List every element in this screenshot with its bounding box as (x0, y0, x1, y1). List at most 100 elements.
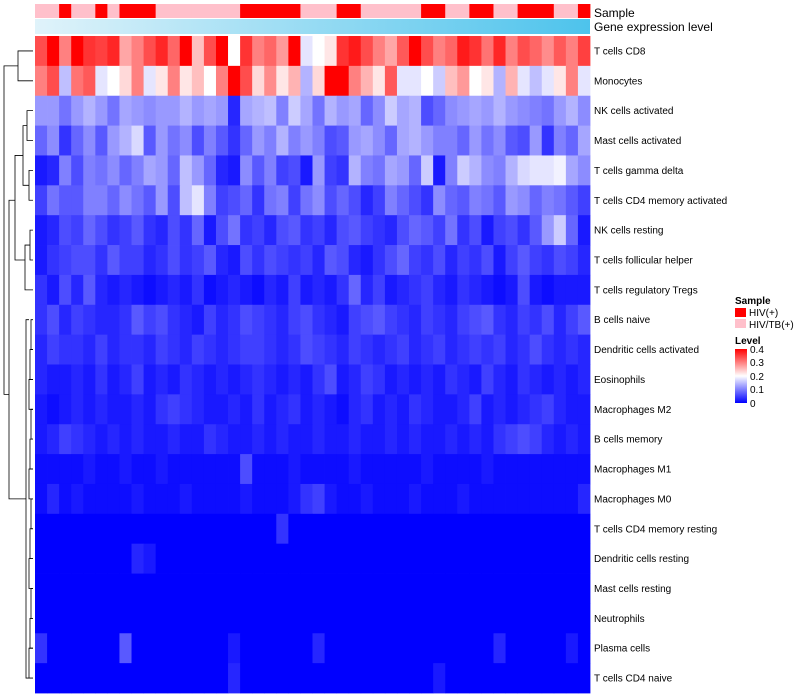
heatmap-cell (433, 125, 446, 156)
heatmap-cell (529, 274, 543, 306)
dendrogram-branch (29, 229, 33, 261)
heatmap-cell (421, 394, 434, 425)
heatmap-cell (264, 364, 277, 395)
heatmap-cell (228, 424, 241, 455)
heatmap-cell (577, 334, 591, 365)
heatmap-cell (565, 36, 579, 67)
heatmap-cell (469, 95, 482, 126)
heatmap-cell (119, 274, 132, 306)
heatmap-cell (228, 36, 241, 67)
dendrogram-branch (28, 379, 33, 410)
heatmap-cell (541, 483, 555, 515)
heatmap-cell (565, 215, 579, 246)
heatmap-cell (300, 454, 313, 485)
heatmap-cell (384, 215, 398, 246)
heatmap-cell (203, 274, 217, 306)
heatmap-cells (35, 36, 591, 694)
heatmap-cell (119, 633, 132, 664)
heatmap-cell (360, 304, 374, 336)
row-label: Macrophages M2 (594, 405, 672, 416)
heatmap-cell (143, 633, 157, 664)
row-label: Plasma cells (594, 644, 650, 655)
heatmap-cell (179, 65, 193, 97)
heatmap-cell (83, 364, 96, 395)
heatmap-cell (396, 573, 410, 604)
heatmap-cell (541, 603, 555, 634)
heatmap-cell (167, 424, 181, 455)
heatmap-cell (384, 573, 398, 604)
heatmap-cell (203, 633, 217, 664)
heatmap-cell (396, 663, 410, 694)
heatmap-cell (445, 394, 458, 425)
heatmap-cell (481, 603, 494, 634)
heatmap-cell (348, 155, 362, 186)
heatmap-cell (336, 125, 350, 156)
heatmap-cell (155, 663, 169, 694)
heatmap-cell (179, 334, 193, 365)
heatmap-cell (276, 245, 289, 276)
heatmap-cell (396, 603, 410, 634)
heatmap-cell (565, 185, 579, 216)
heatmap-cell (59, 274, 72, 306)
heatmap-cell (505, 245, 519, 276)
heatmap-cell (276, 483, 289, 515)
heatmap-cell (421, 603, 434, 634)
heatmap-cell (47, 573, 60, 604)
row-dendrogram (3, 50, 33, 679)
heatmap-cell (384, 36, 398, 67)
heatmap-cell (493, 573, 506, 604)
heatmap-cell (300, 424, 313, 455)
heatmap-cell (47, 364, 60, 395)
heatmap-cell (312, 36, 325, 67)
heatmap-cell (433, 36, 446, 67)
sample-annotation-cell (300, 4, 313, 18)
heatmap-cell (324, 513, 338, 545)
heatmap-cell (529, 215, 543, 246)
heatmap-cell (505, 513, 519, 545)
heatmap-cell (348, 185, 362, 216)
heatmap-cell (264, 95, 277, 126)
heatmap-cell (541, 125, 555, 156)
heatmap-cell (505, 364, 519, 395)
heatmap-cell (529, 185, 543, 216)
heatmap-cell (131, 155, 144, 186)
heatmap-cell (143, 573, 157, 604)
heatmap-cell (445, 125, 458, 156)
heatmap-cell (493, 95, 506, 126)
heatmap-cell (324, 573, 338, 604)
heatmap-cell (83, 304, 96, 336)
heatmap-cell (143, 663, 157, 694)
heatmap-cell (107, 454, 120, 485)
heatmap-cell (47, 155, 60, 186)
heatmap-cell (264, 185, 277, 216)
heatmap-cell (252, 36, 265, 67)
heatmap-cell (529, 394, 543, 425)
heatmap-cell (203, 483, 217, 515)
sample-annotation-cell (252, 4, 265, 18)
heatmap-cell (517, 125, 531, 156)
heatmap-cell (433, 483, 446, 515)
heatmap-cell (276, 394, 289, 425)
heatmap-cell (541, 663, 555, 694)
heatmap-cell (167, 364, 181, 395)
heatmap-cell (215, 513, 229, 545)
heatmap-cell (264, 454, 277, 485)
heatmap-cell (421, 334, 434, 365)
heatmap-cell (119, 95, 132, 126)
heatmap-cell (324, 454, 338, 485)
heatmap-cell (481, 36, 494, 67)
heatmap-cell (264, 424, 277, 455)
heatmap-cell (324, 125, 338, 156)
heatmap-cell (541, 334, 555, 365)
heatmap-cell (203, 36, 217, 67)
heatmap-cell (529, 364, 543, 395)
legend-sample-title: Sample (735, 296, 771, 307)
sample-annotation-cell (469, 4, 482, 18)
heatmap-cell (505, 633, 519, 664)
heatmap-cell (155, 245, 169, 276)
heatmap-cell (360, 573, 374, 604)
heatmap-cell (348, 334, 362, 365)
heatmap-cell (228, 185, 241, 216)
heatmap-cell (577, 95, 591, 126)
heatmap-cell (469, 483, 482, 515)
